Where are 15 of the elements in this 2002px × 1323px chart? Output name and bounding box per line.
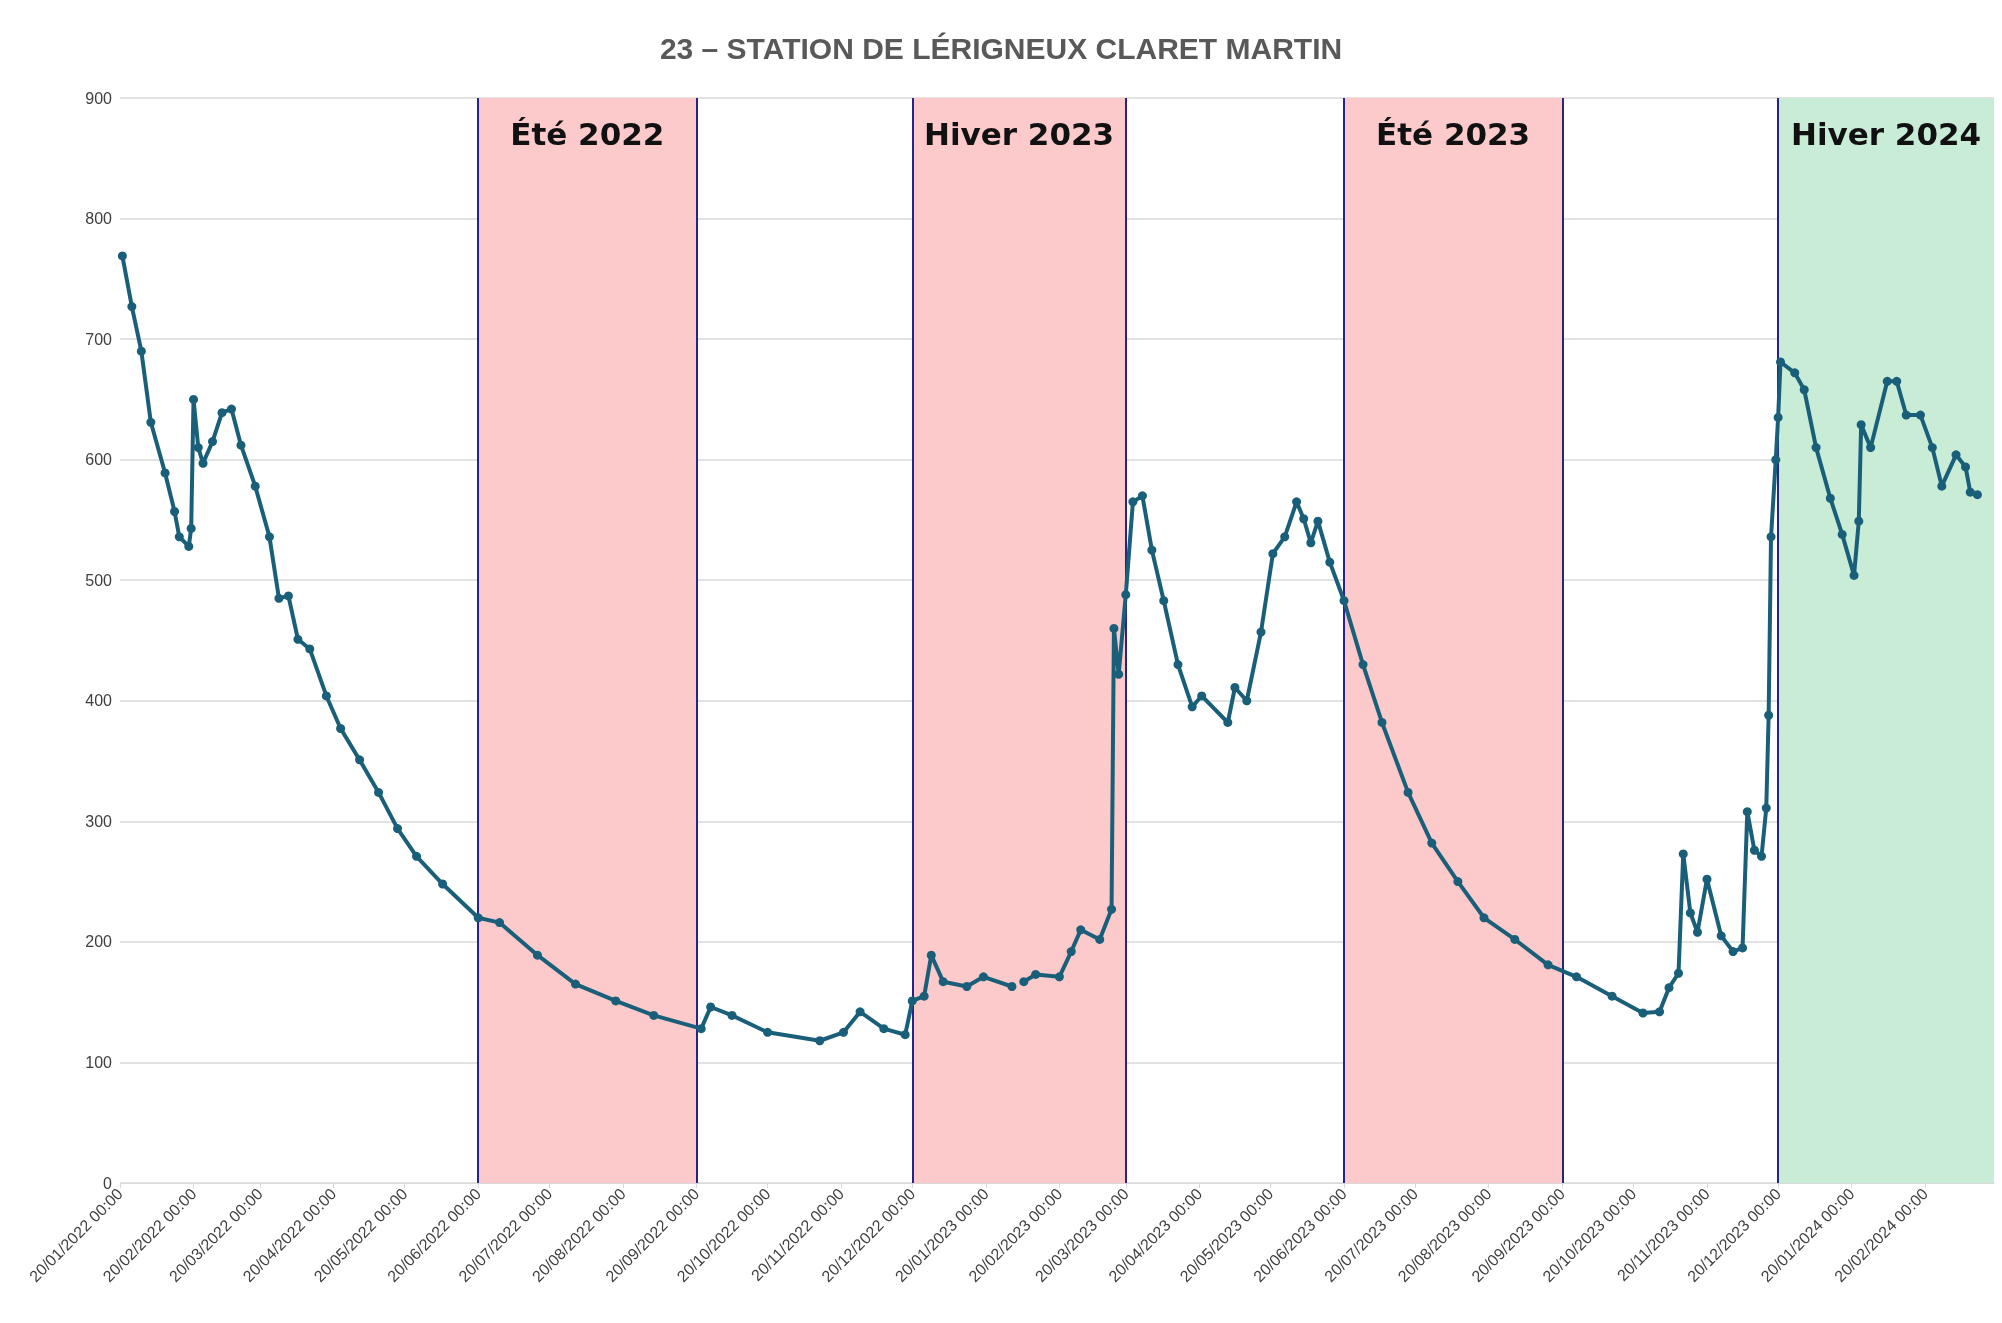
band-label: Hiver 2024	[1790, 115, 1982, 152]
y-tick-label: 600	[85, 451, 113, 469]
y-tick-label: 700	[85, 330, 113, 348]
y-tick-label: 200	[85, 933, 113, 951]
y-tick-label: 100	[85, 1053, 113, 1071]
y-tick-label: 800	[85, 210, 113, 228]
y-tick-label: 0	[103, 1174, 113, 1192]
y-tick-label: 300	[85, 812, 113, 830]
band-label: Été 2023	[1376, 115, 1531, 152]
chart-title: 23 – STATION DE LÉRIGNEUX CLARET MARTIN	[659, 31, 1343, 65]
y-tick-label: 400	[85, 692, 113, 710]
y-tick-label: 900	[85, 89, 113, 107]
band-label: Hiver 2023	[923, 115, 1115, 152]
y-tick-label: 500	[85, 571, 113, 589]
band-label: Été 2022	[510, 115, 665, 152]
